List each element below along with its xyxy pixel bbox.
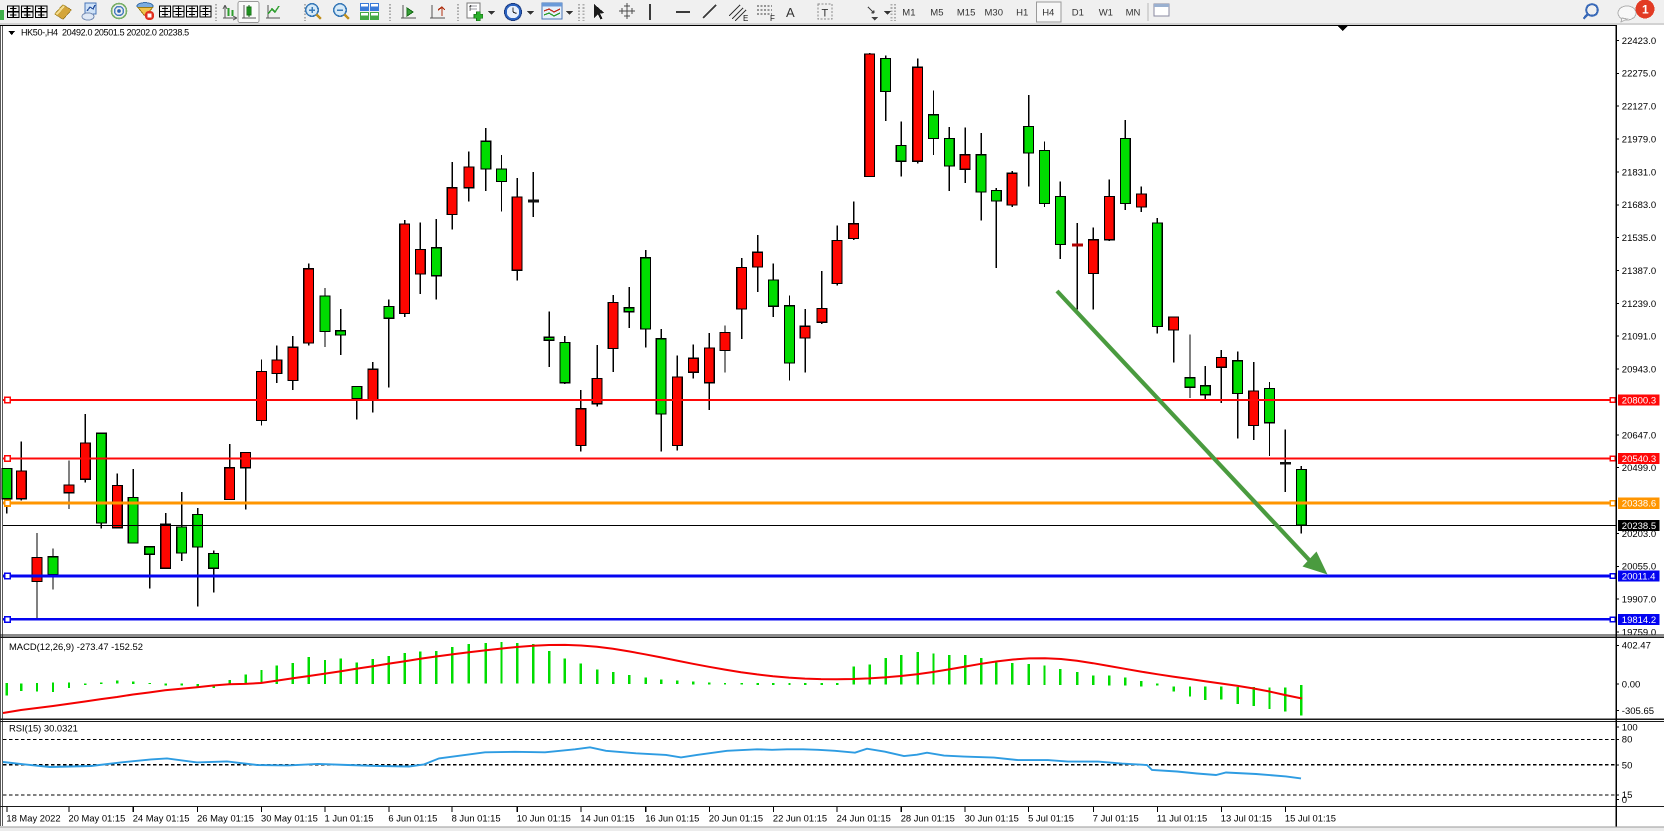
svg-text:18 May 2022: 18 May 2022 [6,812,60,823]
svg-text:19759.0: 19759.0 [1622,628,1656,639]
svg-text:20499.0: 20499.0 [1622,463,1656,474]
svg-text:f: f [469,4,472,13]
svg-text:20055.0: 20055.0 [1622,562,1656,573]
svg-text:MACD(12,26,9) -273.47 -152.52: MACD(12,26,9) -273.47 -152.52 [9,641,143,652]
svg-text:30 Jun 01:15: 30 Jun 01:15 [965,812,1019,823]
svg-text:22 Jun 01:15: 22 Jun 01:15 [773,812,827,823]
svg-text:21387.0: 21387.0 [1622,266,1656,277]
svg-text:-305.65: -305.65 [1622,706,1654,717]
svg-text:50: 50 [1622,760,1633,771]
svg-text:15: 15 [1622,790,1633,801]
svg-text:W1: W1 [1099,8,1113,19]
svg-text:T: T [822,8,829,20]
svg-text:21683.0: 21683.0 [1622,200,1656,211]
svg-text:20203.0: 20203.0 [1622,529,1656,540]
svg-text:5 Jul 01:15: 5 Jul 01:15 [1028,812,1074,823]
svg-text:6 Jun 01:15: 6 Jun 01:15 [388,812,437,823]
svg-text:20943.0: 20943.0 [1622,365,1656,376]
svg-text:A: A [786,5,795,20]
svg-text:7 Jul 01:15: 7 Jul 01:15 [1093,812,1139,823]
svg-text:M1: M1 [902,8,915,19]
svg-text:10 Jun 01:15: 10 Jun 01:15 [517,812,571,823]
svg-text:8 Jun 01:15: 8 Jun 01:15 [452,812,501,823]
svg-text:20238.5: 20238.5 [1622,521,1656,532]
svg-text:1: 1 [1642,3,1649,17]
svg-text:H4: H4 [1042,8,1054,19]
svg-text:0.00: 0.00 [1622,679,1641,690]
svg-text:20 Jun 01:15: 20 Jun 01:15 [709,812,763,823]
svg-text:21091.0: 21091.0 [1622,332,1656,343]
svg-text:28 Jun 01:15: 28 Jun 01:15 [901,812,955,823]
svg-text:22127.0: 22127.0 [1622,102,1656,113]
svg-text:21979.0: 21979.0 [1622,134,1656,145]
svg-text:80: 80 [1622,735,1633,746]
svg-text:21831.0: 21831.0 [1622,167,1656,178]
svg-text:24 Jun 01:15: 24 Jun 01:15 [837,812,891,823]
svg-text:F: F [770,14,775,23]
svg-text:30 May 01:15: 30 May 01:15 [261,812,318,823]
svg-text:M15: M15 [957,8,975,19]
svg-text:0: 0 [1622,795,1627,806]
svg-text:24 May 01:15: 24 May 01:15 [133,812,190,823]
svg-text:22275.0: 22275.0 [1622,69,1656,80]
svg-text:16 Jun 01:15: 16 Jun 01:15 [645,812,699,823]
svg-text:20011.4: 20011.4 [1622,571,1656,582]
svg-text:20540.3: 20540.3 [1622,454,1656,465]
svg-text:21239.0: 21239.0 [1622,299,1656,310]
svg-text:20 May 01:15: 20 May 01:15 [69,812,126,823]
svg-text:13 Jul 01:15: 13 Jul 01:15 [1221,812,1272,823]
svg-text:HK50-,H4 20492.0 20501.5 2020: HK50-,H4 20492.0 20501.5 20202.0 20238.5 [21,27,189,37]
svg-text:20800.3: 20800.3 [1622,395,1656,406]
svg-text:22423.0: 22423.0 [1622,36,1656,47]
svg-text:402.47: 402.47 [1622,641,1651,652]
svg-text:1 Jun 01:15: 1 Jun 01:15 [325,812,374,823]
svg-text:RSI(15) 30.0321: RSI(15) 30.0321 [9,723,78,734]
svg-text:D1: D1 [1072,8,1084,19]
svg-text:M5: M5 [930,8,943,19]
svg-text:15 Jul 01:15: 15 Jul 01:15 [1285,812,1336,823]
svg-text:14 Jun 01:15: 14 Jun 01:15 [580,812,634,823]
svg-text:100: 100 [1622,722,1638,733]
svg-text:11 Jul 01:15: 11 Jul 01:15 [1157,812,1207,823]
svg-text:M30: M30 [985,8,1003,19]
svg-text:21535.0: 21535.0 [1622,233,1656,244]
svg-text:19814.2: 19814.2 [1622,615,1656,626]
svg-text:20338.6: 20338.6 [1622,499,1656,510]
svg-text:E: E [743,14,748,23]
svg-text:19907.0: 19907.0 [1622,595,1656,606]
svg-text:MN: MN [1126,8,1141,19]
svg-text:20647.0: 20647.0 [1622,430,1656,441]
svg-text:26 May 01:15: 26 May 01:15 [197,812,254,823]
svg-text:H1: H1 [1016,8,1028,19]
